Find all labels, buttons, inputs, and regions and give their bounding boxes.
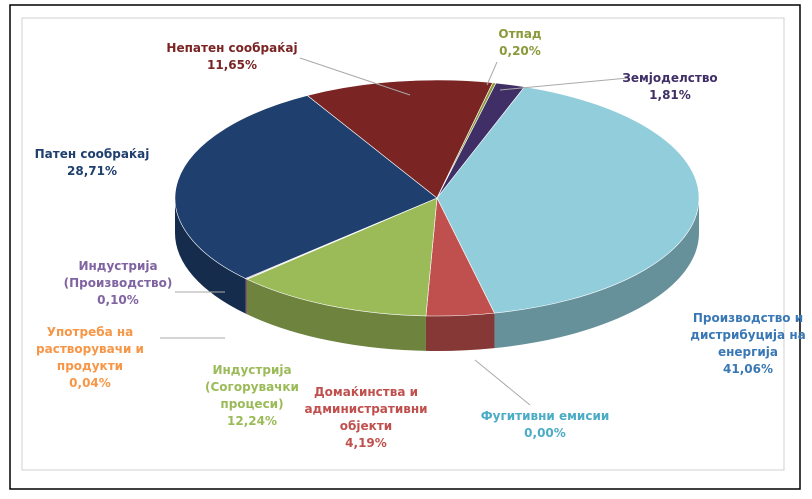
data-label: Индустрија (Производство) 0,10% <box>53 258 183 309</box>
data-label: Земјоделство 1,81% <box>610 70 730 104</box>
leader-line <box>299 57 411 96</box>
label-name: Фугитивни емисии <box>480 409 610 423</box>
label-name: Индустрија (Согорувачки процеси) <box>205 363 299 411</box>
label-name: Домаќинства и административни објекти <box>304 385 428 433</box>
leader-lines <box>160 57 629 406</box>
label-name: Непатен сообраќај <box>166 41 298 55</box>
label-name: Употреба на растворувачи и продукти <box>36 325 144 373</box>
data-label: Индустрија (Согорувачки процеси) 12,24% <box>187 362 317 430</box>
label-value: 28,71% <box>67 164 117 178</box>
slice <box>306 79 494 199</box>
label-value: 12,24% <box>227 414 277 428</box>
slice <box>436 82 497 199</box>
leader-line <box>499 77 629 91</box>
plot-area <box>21 17 785 471</box>
slice-side <box>175 198 246 314</box>
slice <box>246 197 438 317</box>
label-value: 0,10% <box>97 293 139 307</box>
label-value: 41,06% <box>723 362 773 376</box>
data-label: Употреба на растворувачи и продукти 0,04% <box>20 324 160 392</box>
data-label: Непатен сообраќај 11,65% <box>147 40 317 74</box>
data-label: Домаќинства и административни објекти 4,1… <box>296 384 436 452</box>
label-value: 1,81% <box>649 88 691 102</box>
slice-side <box>247 279 426 351</box>
data-label: Патен сообраќај 28,71% <box>27 146 157 180</box>
leader-line <box>486 61 498 86</box>
label-value: 11,65% <box>207 58 257 72</box>
slice-side <box>245 278 247 315</box>
label-value: 0,04% <box>69 376 111 390</box>
label-name: Патен сообраќај <box>34 147 150 161</box>
tops <box>174 79 700 317</box>
label-name: Отпад <box>498 27 542 41</box>
label-value: 0,00% <box>524 426 566 440</box>
data-label: Производство и дистрибуција на енергија 4… <box>688 310 808 378</box>
data-label: Фугитивни емисии 0,00% <box>475 408 615 442</box>
slice-side <box>425 313 495 351</box>
label-value: 4,19% <box>345 436 387 450</box>
label-name: Производство и дистрибуција на енергија <box>690 311 806 359</box>
slice <box>174 95 438 279</box>
leader-line <box>474 359 531 406</box>
label-name: Земјоделство <box>622 71 718 85</box>
data-label: Отпад 0,20% <box>490 26 550 60</box>
label-value: 0,20% <box>499 44 541 58</box>
slice-side <box>494 198 699 349</box>
slice <box>436 86 700 314</box>
label-name: Индустрија (Производство) <box>63 259 173 290</box>
sides <box>175 198 699 351</box>
